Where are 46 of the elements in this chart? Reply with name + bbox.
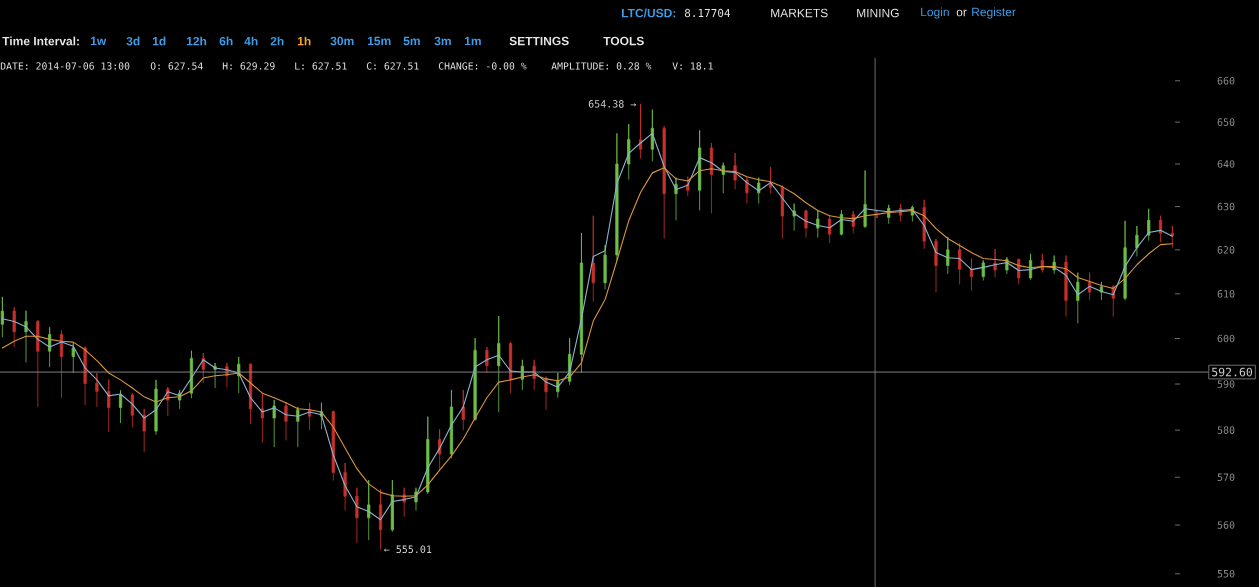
- annotation: AMPLITUDE: 0.28 %: [551, 62, 652, 70]
- text: SETTINGS: [509, 36, 569, 46]
- text: 15m: [367, 36, 391, 46]
- text: 2h: [270, 36, 284, 46]
- y-tick-label: 550: [1217, 569, 1235, 578]
- y-tick-label: 580: [1217, 426, 1235, 434]
- text: Login: [921, 7, 949, 19]
- text: 1w: [90, 36, 107, 46]
- text: MINING: [857, 8, 899, 18]
- text: 8.17704: [684, 8, 731, 18]
- annotation: H: 629.29: [222, 62, 275, 70]
- text: 30m: [330, 36, 354, 46]
- y-tick-label: 620: [1217, 246, 1235, 254]
- annotation: DATE: 2014-07-06 13:00: [0, 62, 130, 70]
- y-tick-label: 600: [1217, 334, 1235, 343]
- annotation: C: 627.51: [366, 62, 419, 70]
- text: 5m: [403, 36, 420, 46]
- annotation: 654.38 →: [588, 100, 637, 108]
- text: MARKETS: [771, 8, 828, 18]
- text: 1d: [152, 36, 166, 46]
- annotation: L: 627.51: [295, 62, 347, 70]
- annotation: V: 18.1: [672, 62, 713, 70]
- y-tick-label: 660: [1217, 77, 1235, 85]
- text: 1h: [297, 36, 311, 46]
- text: Time Interval:: [2, 36, 79, 46]
- y-tick-label: 570: [1217, 473, 1235, 482]
- text: 3m: [434, 36, 451, 46]
- annotation: O: 627.54: [150, 62, 203, 70]
- text: 3d: [126, 36, 140, 46]
- y-tick-label: 590: [1217, 380, 1235, 388]
- text: LTC/USD:: [622, 8, 676, 18]
- y-tick-label: 630: [1217, 202, 1235, 211]
- text: TOOLS: [603, 36, 644, 46]
- annotation: ← 555.01: [384, 545, 432, 554]
- ref-line-label: 592.60: [1212, 367, 1253, 377]
- text: 12h: [186, 36, 207, 46]
- text: or: [956, 9, 967, 17]
- text: 6h: [219, 36, 233, 46]
- text: Register: [972, 7, 1016, 19]
- y-tick-label: 610: [1217, 290, 1235, 298]
- annotation: CHANGE: -0.00 %: [438, 62, 527, 70]
- text: 4h: [244, 36, 258, 46]
- y-tick-label: 650: [1217, 118, 1235, 126]
- text: 1m: [464, 36, 481, 46]
- y-tick-label: 560: [1217, 521, 1235, 529]
- y-tick-label: 640: [1217, 160, 1235, 168]
